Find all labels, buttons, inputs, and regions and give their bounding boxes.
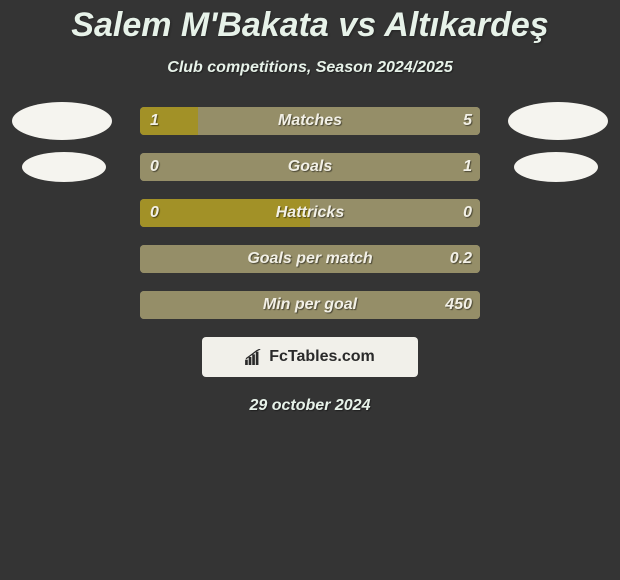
subtitle: Club competitions, Season 2024/2025: [0, 59, 620, 77]
stat-label: Hattricks: [140, 199, 480, 227]
comparison-widget: Salem M'Bakata vs Altıkardeş Club compet…: [0, 0, 620, 580]
stat-rows: 15Matches 01Goals 00Hattricks 0.2Goals per …: [0, 107, 620, 319]
page-title: Salem M'Bakata vs Altıkardeş: [0, 0, 620, 45]
player-oval-left: [12, 102, 112, 140]
stat-row: 0.2Goals per match: [0, 245, 620, 273]
stat-row: 450Min per goal: [0, 291, 620, 319]
stat-label: Matches: [140, 107, 480, 135]
stat-row: 00Hattricks: [0, 199, 620, 227]
chart-bars-icon: [245, 349, 263, 365]
stat-row: 15Matches: [0, 107, 620, 135]
stat-row: 01Goals: [0, 153, 620, 181]
logo-text: FcTables.com: [269, 348, 375, 366]
stat-label: Goals per match: [140, 245, 480, 273]
player-oval-right: [508, 102, 608, 140]
logo-box[interactable]: FcTables.com: [202, 337, 418, 377]
stat-label: Min per goal: [140, 291, 480, 319]
date-text: 29 october 2024: [0, 397, 620, 415]
stat-label: Goals: [140, 153, 480, 181]
player-oval-left: [22, 152, 106, 182]
player-oval-right: [514, 152, 598, 182]
